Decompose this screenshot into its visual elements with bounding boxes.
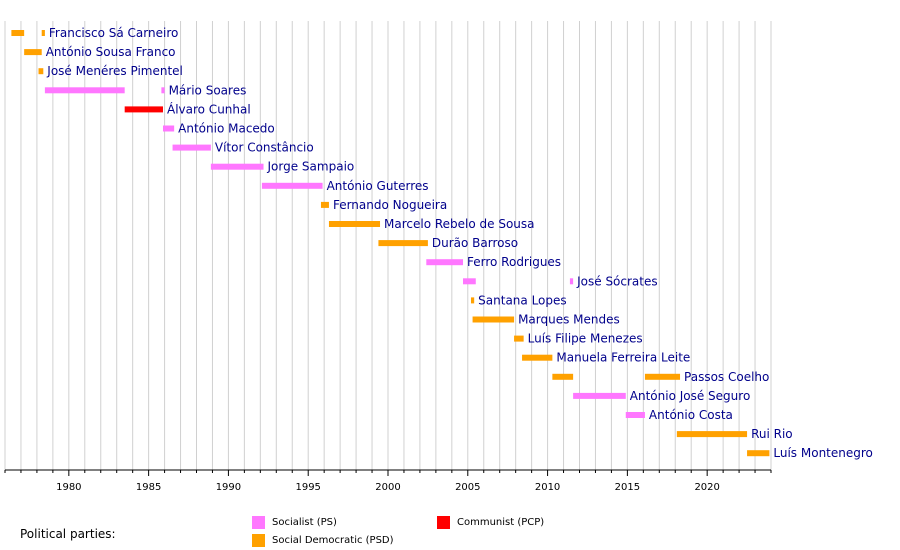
row-label: Rui Rio (751, 427, 793, 441)
timeline-bar (569, 278, 574, 285)
timeline-bar (328, 221, 381, 227)
legend-item-ps: Socialist (PS) (252, 516, 337, 529)
row-label: Durão Barroso (432, 236, 518, 250)
legend-label-ps: Socialist (PS) (272, 517, 337, 528)
row-label: Luís Filipe Menezes (528, 332, 643, 346)
labels-layer: Francisco Sá Carneiro António Sousa Franc… (46, 26, 873, 460)
row-label: Vítor Constâncio (215, 141, 314, 155)
row-label: António José Seguro (630, 389, 751, 403)
timeline-bar (162, 125, 175, 132)
timeline-bar (378, 240, 428, 247)
timeline-bar (161, 87, 165, 94)
timeline-bar (24, 49, 42, 56)
row-label: António Costa (649, 408, 733, 422)
timeline-bar (463, 278, 476, 285)
timeline-bar (644, 373, 681, 380)
row-label: Mário Soares (169, 83, 247, 97)
timeline-bar (522, 354, 553, 361)
row-label: Francisco Sá Carneiro (49, 26, 178, 40)
legend-swatch-psd (252, 534, 265, 547)
row-label: Passos Coelho (684, 370, 769, 384)
timeline-bar (552, 373, 574, 380)
row-label: José Menéres Pimentel (46, 64, 183, 78)
row-label: Marques Mendes (518, 313, 620, 327)
x-tick-label: 2005 (455, 482, 480, 493)
timeline-bar (470, 297, 475, 304)
row-label: Santana Lopes (478, 293, 566, 307)
timeline-bar (172, 144, 211, 151)
legend-swatch-ps (252, 516, 265, 529)
timeline-bar (747, 450, 770, 457)
x-tick-label: 1990 (216, 482, 241, 493)
x-tick-label: 2020 (694, 482, 719, 493)
row-label: José Sócrates (576, 274, 658, 288)
x-axis-ticks: 1980 1985 1990 1995 2000 2005 2010 2015 2020 (4, 470, 772, 493)
timeline-bar (426, 259, 464, 266)
row-label: Ferro Rodrigues (467, 255, 561, 269)
x-tick-label: 1980 (56, 482, 81, 493)
row-label: António Sousa Franco (46, 45, 176, 59)
timeline-bar (472, 316, 515, 323)
legend-title: Political parties: (20, 527, 116, 541)
legend-item-pcp: Communist (PCP) (437, 516, 544, 529)
timeline-bar (210, 163, 264, 170)
x-tick-label: 2010 (535, 482, 560, 493)
x-tick-label: 1995 (295, 482, 320, 493)
x-tick-label: 2015 (615, 482, 640, 493)
timeline-bar (44, 87, 125, 94)
row-label: Jorge Sampaio (267, 160, 355, 174)
timeline-bar (573, 392, 626, 399)
bars-layer (11, 30, 770, 457)
row-label: Álvaro Cunhal (167, 101, 251, 116)
x-tick-label: 2000 (375, 482, 400, 493)
legend-label-pcp: Communist (PCP) (457, 517, 545, 528)
timeline-bar (514, 335, 524, 342)
timeline-bar (261, 182, 323, 189)
timeline-bar (676, 431, 748, 438)
row-label: Luís Montenegro (773, 446, 873, 460)
timeline-bar (625, 412, 645, 418)
timeline-bar (41, 30, 45, 36)
timeline-bar (11, 30, 25, 36)
row-label: António Macedo (178, 122, 275, 136)
row-label: Marcelo Rebelo de Sousa (384, 217, 535, 231)
timeline-bar (320, 201, 329, 208)
row-label: Fernando Nogueira (333, 198, 447, 212)
legend-item-psd: Social Democratic (PSD) (252, 534, 394, 547)
legend-swatch-pcp (437, 516, 450, 529)
legend-label-psd: Social Democratic (PSD) (272, 535, 394, 546)
row-label: Manuela Ferreira Leite (556, 351, 690, 365)
row-label: António Guterres (327, 179, 429, 193)
timeline-bar (124, 106, 163, 113)
x-tick-label: 1985 (136, 482, 161, 493)
timeline-bar (38, 68, 44, 75)
